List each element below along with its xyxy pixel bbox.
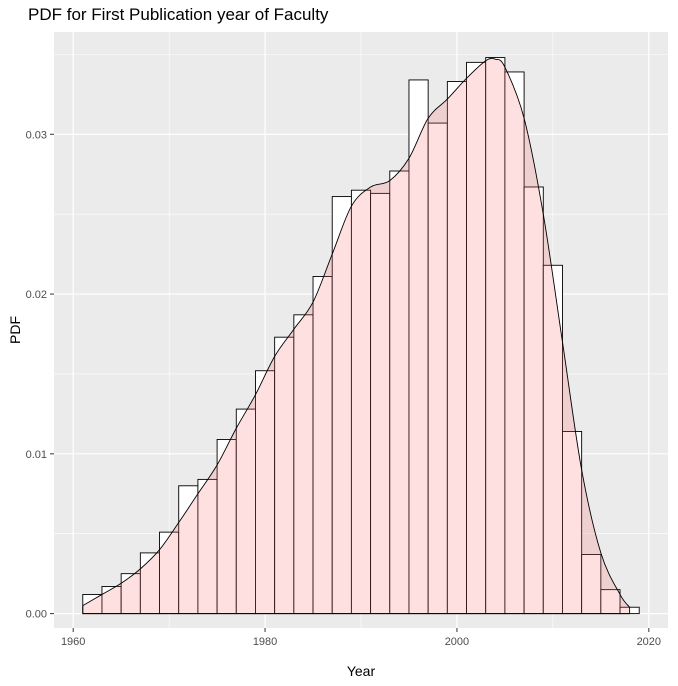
- x-tick-label: 1980: [253, 636, 277, 648]
- y-tick-label: 0.00: [26, 609, 47, 621]
- histogram-bars: [82, 57, 640, 615]
- x-axis: 1960 1980 2000 2020: [61, 628, 661, 648]
- y-axis-label: PDF: [7, 316, 23, 344]
- y-axis: 0.00 0.01 0.02 0.03: [26, 129, 54, 621]
- x-axis-label: Year: [347, 663, 376, 679]
- x-tick-label: 2000: [445, 636, 469, 648]
- density-curve: [82, 57, 631, 615]
- chart-title: PDF for First Publication year of Facult…: [28, 5, 329, 24]
- y-tick-label: 0.01: [26, 449, 47, 461]
- x-tick-label: 1960: [61, 636, 85, 648]
- y-tick-label: 0.03: [26, 129, 47, 141]
- y-tick-label: 0.02: [26, 289, 47, 301]
- x-tick-label: 2020: [637, 636, 661, 648]
